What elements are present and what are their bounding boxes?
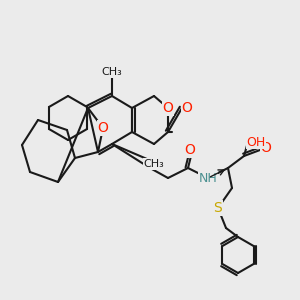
Text: CH₃: CH₃ [144, 159, 164, 169]
Text: O: O [261, 141, 272, 155]
Text: S: S [214, 201, 222, 215]
Text: O: O [182, 101, 192, 115]
Text: CH₃: CH₃ [102, 67, 122, 77]
Text: OH: OH [246, 136, 266, 148]
Text: NH: NH [199, 172, 218, 184]
Text: O: O [184, 143, 195, 157]
Text: O: O [163, 101, 173, 115]
Text: O: O [98, 121, 108, 135]
